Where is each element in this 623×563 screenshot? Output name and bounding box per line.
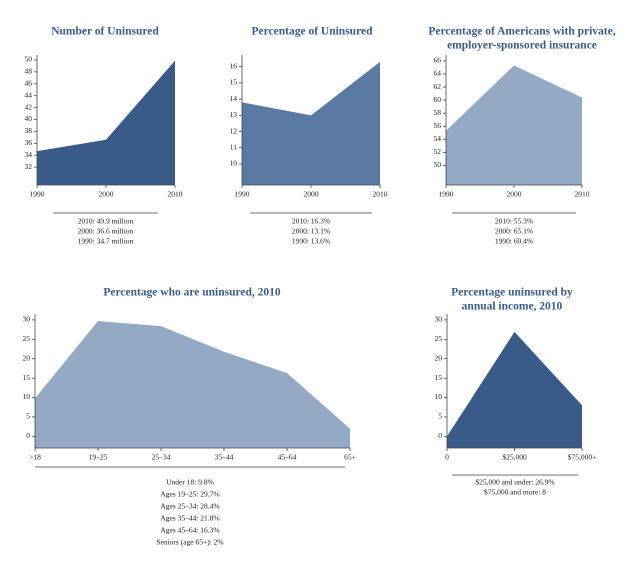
- x-tick-label: $25,000: [502, 453, 527, 462]
- x-tick-label: 65+: [344, 453, 356, 462]
- chart-title: annual income, 2010: [462, 301, 563, 313]
- x-tick-label: 35–44: [215, 453, 234, 462]
- chart-title: Percentage who are uninsured, 2010: [103, 287, 281, 299]
- y-tick-label: 10: [230, 159, 238, 168]
- note: Under 18: 9.8%: [166, 478, 214, 487]
- y-tick-label: 52: [434, 147, 442, 156]
- note: $25,000 and under: 26.9%: [475, 478, 554, 487]
- note: Ages 45–64: 16.3%: [160, 526, 219, 535]
- y-tick-label: 62: [434, 82, 442, 91]
- y-tick-label: 15: [435, 373, 443, 382]
- y-tick-label: 32: [25, 162, 33, 171]
- note: Ages 35–44: 21.8%: [160, 514, 219, 523]
- y-tick-label: 42: [25, 102, 33, 111]
- y-tick-label: 25: [23, 334, 31, 343]
- chart-title: Percentage of Uninsured: [252, 26, 374, 38]
- y-tick-label: 60: [434, 95, 442, 104]
- area: [446, 65, 582, 185]
- x-tick-label: 0: [445, 453, 449, 462]
- x-tick-label: 1990: [235, 190, 250, 199]
- x-tick-label: >18: [29, 453, 41, 462]
- note: 2010: 55.3%: [495, 217, 533, 226]
- y-tick-label: 20: [435, 353, 443, 362]
- note: 2010: 16.3%: [292, 217, 330, 226]
- y-tick-label: 10: [435, 392, 443, 401]
- x-tick-label: 1990: [30, 190, 45, 199]
- y-tick-label: 58: [434, 108, 442, 117]
- area: [447, 331, 582, 448]
- y-tick-label: 64: [434, 69, 442, 78]
- y-tick-label: 11: [230, 142, 237, 151]
- y-tick-label: 13: [230, 110, 238, 119]
- y-tick-label: 36: [25, 138, 33, 147]
- note: Seniors (age 65+): 2%: [156, 538, 223, 547]
- x-tick-label: 2010: [575, 190, 590, 199]
- x-tick-label: 1990: [439, 190, 454, 199]
- y-tick-label: 48: [25, 67, 33, 76]
- note: Ages 25–34: 28.4%: [160, 502, 219, 511]
- chart-title: Percentage uninsured by: [451, 287, 573, 299]
- y-tick-label: 50: [25, 55, 33, 64]
- chart-title: Number of Uninsured: [51, 26, 159, 38]
- x-tick-label: 45–64: [278, 453, 297, 462]
- chart-title: employer-sponsored insurance: [447, 40, 597, 52]
- y-tick-label: 10: [23, 392, 31, 401]
- chart-title: Percentage of Americans with private,: [428, 26, 615, 38]
- x-tick-label: 25–34: [152, 453, 171, 462]
- y-tick-label: 46: [25, 79, 33, 88]
- y-tick-label: 38: [25, 126, 33, 135]
- note: 2010: 49.9 million: [78, 217, 134, 226]
- note: 1990: 60.4%: [495, 237, 533, 246]
- y-tick-label: 16: [230, 61, 238, 70]
- y-tick-label: 15: [23, 373, 31, 382]
- note: $75,000 and more: 8: [484, 488, 546, 497]
- x-tick-label: 2010: [168, 190, 183, 199]
- note: 1990: 34.7 million: [78, 237, 134, 246]
- y-tick-label: 12: [230, 126, 238, 135]
- x-tick-label: 19–25: [89, 453, 108, 462]
- y-tick-label: 66: [434, 56, 442, 65]
- y-tick-label: 56: [434, 121, 442, 130]
- x-tick-label: 2000: [507, 190, 522, 199]
- area: [242, 61, 380, 185]
- y-tick-label: 30: [435, 315, 443, 324]
- y-tick-label: 50: [434, 160, 442, 169]
- y-tick-label: 5: [26, 412, 30, 421]
- y-tick-label: 20: [23, 353, 31, 362]
- note: 2000: 36.6 million: [78, 227, 134, 236]
- y-tick-label: 54: [434, 134, 442, 143]
- note: 1990: 13.6%: [292, 237, 330, 246]
- y-tick-label: 5: [438, 412, 442, 421]
- note: Ages 19–25: 29.7%: [160, 490, 219, 499]
- y-tick-label: 25: [435, 334, 443, 343]
- y-tick-label: 34: [25, 150, 33, 159]
- x-tick-label: 2000: [99, 190, 114, 199]
- area: [37, 60, 175, 185]
- y-tick-label: 30: [23, 315, 31, 324]
- y-tick-label: 0: [438, 431, 442, 440]
- area: [35, 321, 350, 448]
- y-tick-label: 44: [25, 90, 33, 99]
- y-tick-label: 0: [26, 431, 30, 440]
- y-tick-label: 15: [230, 78, 238, 87]
- note: 2000: 65.1%: [495, 227, 533, 236]
- y-tick-label: 14: [230, 94, 238, 103]
- note: 2000: 13.1%: [292, 227, 330, 236]
- x-tick-label: $75,000+: [568, 453, 597, 462]
- y-tick-label: 40: [25, 114, 33, 123]
- x-tick-label: 2000: [304, 190, 319, 199]
- x-tick-label: 2010: [373, 190, 388, 199]
